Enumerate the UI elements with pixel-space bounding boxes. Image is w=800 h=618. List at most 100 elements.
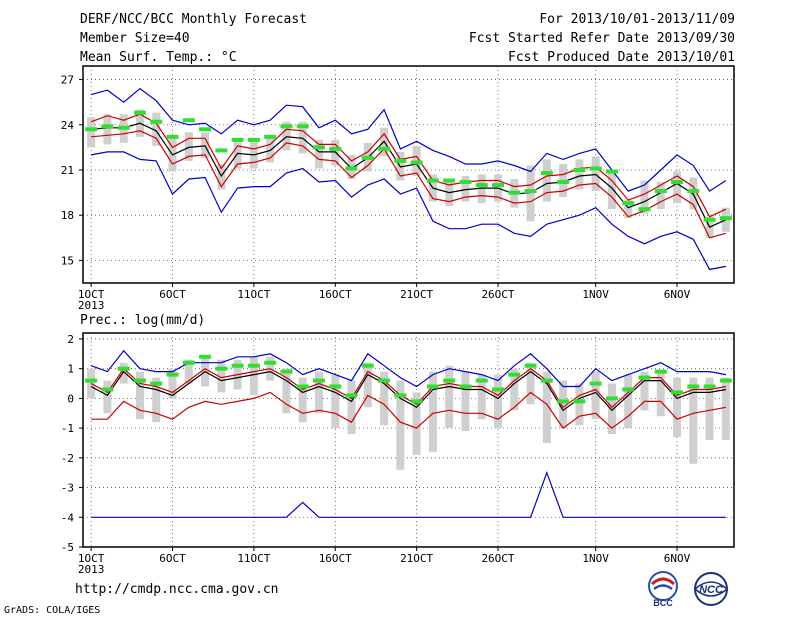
forecast-marker <box>719 216 732 221</box>
forecast-marker <box>312 378 325 383</box>
ncc-logo: NCC <box>690 570 732 608</box>
spread-box <box>103 380 112 414</box>
forecast-marker <box>524 189 537 194</box>
forecast-marker <box>443 178 456 183</box>
spread-box <box>607 171 616 210</box>
spread-box <box>721 377 730 440</box>
forecast-marker <box>557 180 570 185</box>
y-tick-label: 18 <box>61 209 74 222</box>
spread-box <box>135 371 144 420</box>
panel-title: Prec.: log(mm/d) <box>80 313 205 328</box>
bcc-logo: BCC <box>643 570 683 608</box>
forecast-marker <box>101 124 114 129</box>
forecast-marker <box>166 134 179 139</box>
forecast-marker <box>475 378 488 383</box>
spread-box <box>689 377 698 464</box>
spread-box <box>477 374 486 420</box>
spread-box <box>103 114 112 145</box>
forecast-marker <box>361 363 374 368</box>
spread-box <box>201 132 210 158</box>
spread-box <box>87 117 96 148</box>
forecast-marker <box>182 360 195 365</box>
svg-text:BCC: BCC <box>653 598 673 608</box>
forecast-marker <box>394 393 407 398</box>
spread-box <box>542 159 551 202</box>
forecast-marker <box>199 354 212 359</box>
y-tick-label: -2 <box>61 452 74 465</box>
forecast-marker <box>150 119 163 124</box>
forecast-marker <box>312 145 325 150</box>
forecast-marker <box>540 170 553 175</box>
temperature-panel: 15 18 21 24 27 1OCT 6OCT 11OCT 16OCT 21OCT 26OCT 1N… <box>61 65 735 312</box>
forecast-marker <box>133 110 146 115</box>
spread-box <box>331 374 340 429</box>
forecast-period: For 2013/10/01-2013/11/09 <box>539 12 735 27</box>
y-tick-label: -1 <box>61 422 74 435</box>
spread-box <box>526 362 535 405</box>
spread-box <box>168 368 177 399</box>
forecast-marker <box>605 169 618 174</box>
series-mean-line <box>91 122 727 228</box>
spread-box <box>689 177 698 210</box>
fcst-produced-date: Fcst Produced Date 2013/10/01 <box>508 50 735 65</box>
forecast-marker <box>589 381 602 386</box>
forecast-marker <box>231 363 244 368</box>
forecast-marker <box>345 166 358 171</box>
forecast-marker <box>264 360 277 365</box>
spread-box <box>461 371 470 432</box>
x-tick-label: 1NOV <box>582 552 609 565</box>
forecast-marker <box>638 207 651 212</box>
spread-box <box>445 180 454 207</box>
forecast-marker <box>410 160 423 165</box>
spread-box <box>461 176 470 202</box>
forecast-marker <box>703 217 716 222</box>
series-min-line <box>91 470 726 518</box>
x-tick-label: 6NOV <box>664 288 691 301</box>
x-tick-label: 11OCT <box>237 552 270 565</box>
spread-box <box>266 136 275 163</box>
forecast-marker <box>671 180 684 185</box>
variable-label: Mean Surf. Temp.: °C <box>80 50 237 65</box>
spread-box <box>705 377 714 440</box>
spread-box <box>575 159 584 190</box>
series-max-line <box>90 87 727 192</box>
x-tick-label: 1NOV <box>582 288 609 301</box>
y-tick-label: -4 <box>61 511 75 524</box>
forecast-marker <box>589 166 602 171</box>
forecast-marker <box>133 378 146 383</box>
spread-box <box>575 383 584 426</box>
spread-box <box>152 112 161 146</box>
forecast-marker <box>719 378 732 383</box>
forecast-marker <box>475 183 488 188</box>
spread-box <box>640 371 649 411</box>
forecast-marker <box>117 125 130 130</box>
forecast-marker <box>687 189 700 194</box>
spread-box <box>673 377 682 438</box>
forecast-marker <box>378 378 391 383</box>
spread-box <box>363 362 372 408</box>
forecast-marker <box>182 118 195 123</box>
x-tick-label: 6OCT <box>159 552 186 565</box>
series-upper-line <box>90 113 727 218</box>
spread-box <box>282 121 291 151</box>
x-tick-label: 26OCT <box>481 552 514 565</box>
forecast-marker <box>361 155 374 160</box>
forecast-marker <box>85 127 98 132</box>
spread-box <box>526 165 535 222</box>
source-url[interactable]: http://cmdp.ncc.cma.gov.cn <box>75 582 279 597</box>
forecast-marker <box>101 387 114 392</box>
series-min-line <box>90 151 727 271</box>
forecast-marker <box>654 189 667 194</box>
forecast-marker <box>410 399 423 404</box>
spread-box <box>510 368 519 411</box>
forecast-marker <box>215 366 228 371</box>
spread-box <box>640 180 649 214</box>
series-mean-line <box>90 370 727 412</box>
spread-box <box>591 156 600 192</box>
forecast-marker <box>524 363 537 368</box>
forecast-marker <box>247 137 260 142</box>
forecast-marker <box>394 158 407 163</box>
spread-box <box>152 377 161 423</box>
spread-box <box>298 377 307 423</box>
y-tick-label: 27 <box>61 74 74 87</box>
